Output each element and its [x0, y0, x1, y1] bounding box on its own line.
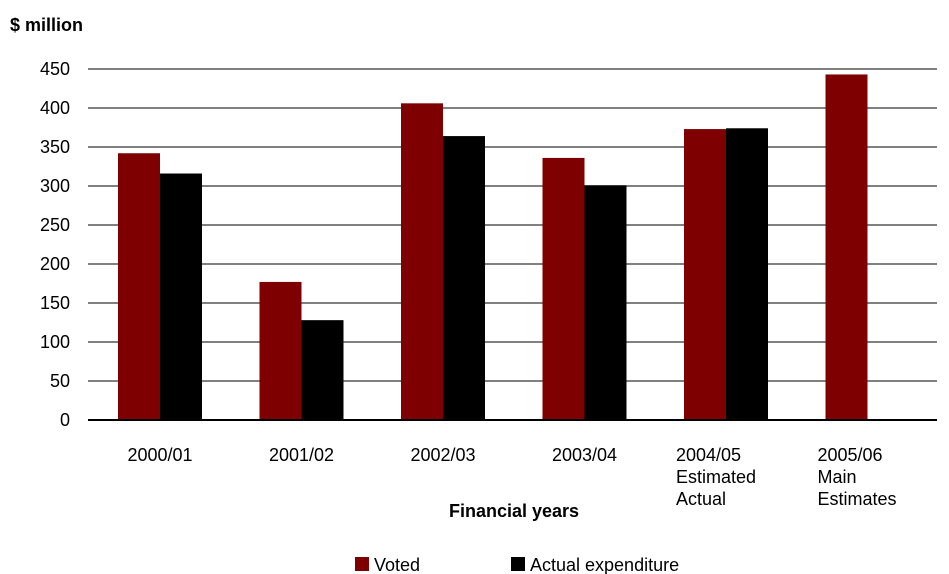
legend-label: Actual expenditure — [530, 555, 679, 574]
x-category-label-line: 2003/04 — [552, 445, 617, 465]
bar-voted — [684, 129, 726, 420]
y-tick-label: 400 — [40, 98, 70, 118]
y-tick-label: 50 — [50, 371, 70, 391]
bar-voted — [118, 153, 160, 421]
x-category-label-line: Estimates — [818, 489, 897, 509]
bar-voted — [259, 281, 302, 420]
y-tick-label: 300 — [40, 176, 70, 196]
y-tick-label: 350 — [40, 137, 70, 157]
x-category-label-line: Estimated — [676, 467, 756, 487]
y-tick-label: 150 — [40, 293, 70, 313]
x-category-label-line: 2001/02 — [269, 445, 334, 465]
x-category-label-line: Main — [818, 467, 857, 487]
bar-actual-expenditure — [726, 128, 768, 420]
x-category-label: 2004/05 Estimated Actual — [676, 445, 756, 509]
x-category-label: 2005/06 Main Estimates — [818, 445, 897, 509]
bar-voted — [542, 157, 585, 421]
y-tick-label: 250 — [40, 215, 70, 235]
x-category-label: 2001/02 — [269, 445, 334, 465]
legend-label: Voted — [374, 555, 420, 574]
x-category-label-line: 2004/05 — [676, 445, 741, 465]
y-tick-labels: 0 50 100 150 200 250 300 350 400 450 — [40, 59, 70, 430]
y-tick-label: 200 — [40, 254, 70, 274]
x-category-label: 2002/03 — [410, 445, 475, 465]
legend-swatch — [511, 557, 525, 571]
bar-voted — [401, 103, 443, 420]
legend-swatch — [355, 557, 369, 571]
bar-actual-expenditure — [443, 136, 485, 420]
x-category-label-line: Actual — [676, 489, 726, 509]
x-axis-title: Financial years — [449, 501, 579, 521]
x-category-label-line: 2000/01 — [127, 445, 192, 465]
bar-voted — [825, 74, 868, 421]
y-tick-label: 0 — [60, 410, 70, 430]
x-category-label: 2000/01 — [127, 445, 192, 465]
x-category-label: 2003/04 — [552, 445, 617, 465]
x-category-label-line: 2005/06 — [818, 445, 883, 465]
bar-actual-expenditure — [301, 320, 344, 420]
bar-actual-expenditure — [160, 173, 202, 420]
gridlines — [88, 68, 937, 382]
y-tick-label: 100 — [40, 332, 70, 352]
bars — [118, 74, 868, 421]
x-category-labels: 2000/01 2001/02 2002/03 2003/04 2004/05 Estim… — [127, 445, 896, 509]
bar-actual-expenditure — [584, 185, 627, 420]
legend: Voted Actual expenditure — [355, 555, 679, 574]
x-category-label-line: 2002/03 — [410, 445, 475, 465]
y-tick-label: 450 — [40, 59, 70, 79]
y-axis-label: $ million — [10, 15, 83, 35]
